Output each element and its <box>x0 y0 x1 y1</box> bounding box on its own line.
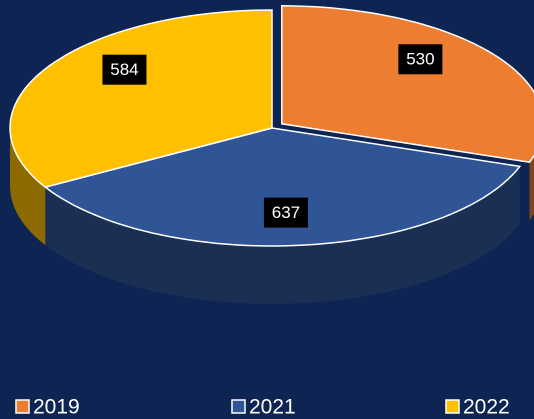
data-label: 584 <box>110 60 138 79</box>
data-label-box <box>263 197 308 228</box>
legend-label: 2019 <box>33 396 80 419</box>
legend-swatch <box>445 399 460 414</box>
legend-label: 2022 <box>463 396 510 419</box>
data-label-box <box>398 44 443 75</box>
legend-label: 2021 <box>249 396 296 419</box>
data-label: 530 <box>406 50 434 69</box>
slice-side <box>10 128 46 246</box>
legend-swatch <box>15 399 30 414</box>
slice-side <box>529 155 534 221</box>
slice <box>281 5 534 164</box>
slice <box>9 9 273 188</box>
slice <box>43 127 522 247</box>
data-label-box <box>102 54 147 85</box>
legend-swatch <box>231 399 246 414</box>
slice-side <box>45 166 520 304</box>
data-label: 637 <box>272 203 300 222</box>
